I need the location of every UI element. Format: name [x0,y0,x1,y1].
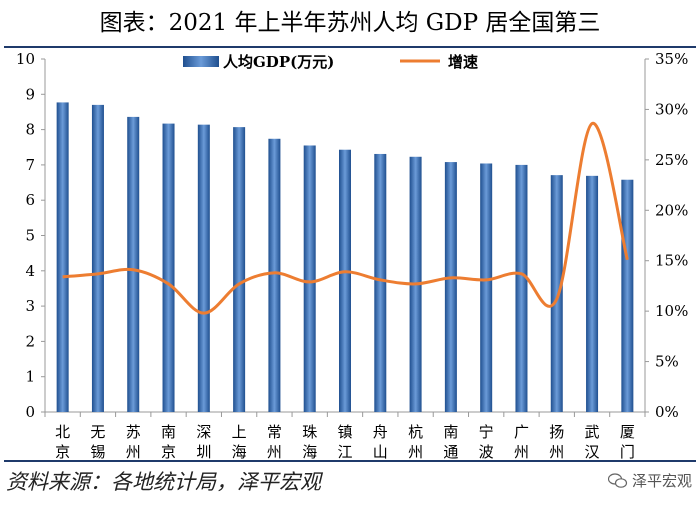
bar-南京 [162,123,175,412]
x-tick-label: 上 [232,423,247,441]
growth-line-series [62,122,629,315]
x-tick-label: 武 [585,423,600,441]
x-tick-label: 北 [55,423,70,441]
legend: 人均GDP(万元) 增速 [183,53,478,71]
right-tick-label: 30% [655,100,688,118]
left-tick-label: 3 [25,297,35,315]
title-divider [4,46,696,48]
bar-北京 [56,102,69,412]
axes: 0123456789100%5%10%15%20%25%30%35%北京无锡苏州… [16,50,688,460]
left-tick-label: 0 [25,403,35,421]
x-tick-label: 州 [514,443,529,460]
x-tick-label: 镇 [337,423,352,441]
bar-常州 [268,138,281,412]
x-tick-label: 波 [479,443,494,460]
watermark-text: 泽平宏观 [631,472,692,490]
left-tick-label: 9 [25,85,35,103]
bar-武汉 [586,175,599,412]
chart-title: 图表：2021 年上半年苏州人均 GDP 居全国第三 [99,10,601,36]
x-tick-label: 扬 [549,423,564,441]
x-tick-label: 江 [337,443,352,460]
x-tick-label: 州 [267,443,282,460]
right-tick-label: 15% [655,252,688,270]
x-tick-label: 通 [443,443,458,460]
x-tick-label: 无 [90,423,105,441]
x-tick-label: 宁 [479,423,494,441]
bar-series [56,102,634,413]
x-tick-label: 珠 [302,423,317,441]
legend-bar-label: 人均GDP(万元) [223,53,334,71]
wechat-icon [607,472,628,488]
x-tick-label: 州 [126,443,141,460]
left-tick-label: 10 [16,50,35,68]
right-tick-label: 5% [655,353,679,371]
x-tick-label: 舟 [373,423,388,441]
x-tick-label: 州 [549,443,564,460]
x-tick-label: 杭 [408,423,423,441]
bar-珠海 [303,145,316,413]
bar-南通 [444,162,457,412]
x-tick-label: 南 [161,423,176,441]
right-tick-label: 0% [655,403,679,421]
bar-苏州 [127,116,140,412]
x-tick-label: 山 [373,443,388,460]
x-tick-label: 京 [161,443,176,460]
x-tick-label: 海 [302,443,317,460]
right-tick-label: 25% [655,151,688,169]
left-tick-label: 8 [25,121,35,139]
left-tick-label: 4 [25,262,35,280]
left-tick-label: 5 [25,227,35,245]
chart: 0123456789100%5%10%15%20%25%30%35%北京无锡苏州… [16,50,688,460]
x-tick-label: 海 [232,443,247,460]
bar-宁波 [480,163,493,412]
bar-镇江 [339,149,351,412]
left-tick-label: 7 [25,156,35,174]
x-tick-label: 圳 [196,443,211,460]
right-tick-label: 35% [655,50,688,68]
x-tick-label: 锡 [90,443,105,460]
bar-广州 [515,164,528,412]
bar-深圳 [197,124,210,413]
x-tick-label: 京 [55,443,70,460]
right-tick-label: 20% [655,201,688,219]
right-tick-label: 10% [655,302,688,320]
bar-舟山 [374,153,387,412]
bar-扬州 [550,175,563,412]
x-tick-label: 汉 [585,443,600,460]
x-tick-label: 广 [514,423,529,441]
watermark: 泽平宏观 [607,470,692,491]
x-tick-label: 常 [267,423,282,441]
bar-上海 [233,127,246,412]
bar-无锡 [91,104,104,412]
x-tick-label: 州 [408,443,423,460]
left-tick-label: 2 [25,332,35,350]
source-note: 资料来源：各地统计局，泽平宏观 [6,470,321,494]
left-tick-label: 1 [25,368,35,386]
legend-line-label: 增速 [448,53,478,71]
left-tick-label: 6 [25,191,35,209]
source-divider [4,460,696,462]
growth-line [62,122,629,315]
x-tick-label: 门 [620,443,635,460]
legend-bar-swatch [183,56,219,67]
x-tick-label: 南 [443,423,458,441]
x-tick-label: 厦 [620,423,635,441]
x-tick-label: 深 [196,423,211,441]
x-tick-label: 苏 [126,423,141,441]
bar-厦门 [621,179,634,412]
